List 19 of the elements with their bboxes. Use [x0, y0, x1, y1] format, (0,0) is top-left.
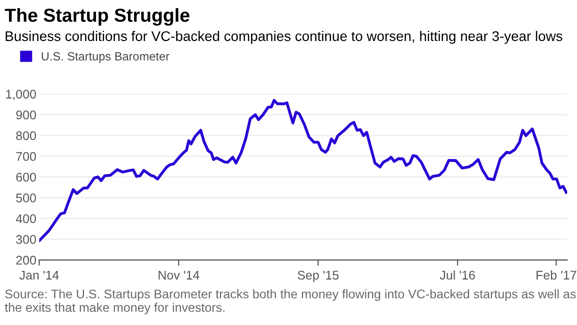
- y-tick-label: 400: [16, 214, 36, 224]
- x-tick-label: Jan '14: [19, 270, 59, 280]
- y-tick-label: 900: [16, 110, 36, 120]
- y-tick-label: 1,000: [6, 90, 36, 100]
- y-tick-label: 500: [16, 194, 36, 202]
- source-note: Source: The U.S. Startups Barometer tracks both the money flowing into VC-backed startups as well as the exits that make money for investors.: [4, 289, 576, 314]
- y-tick-label: 200: [16, 256, 36, 265]
- y-tick-label: 800: [16, 131, 36, 140]
- legend-label: U.S. Startups Barometer: [42, 52, 170, 63]
- y-tick-label: 700: [16, 152, 36, 161]
- chart-title: The Startup Struggle: [4, 8, 190, 26]
- line-series: [39, 98, 568, 242]
- x-tick-label: Nov '14: [158, 270, 200, 280]
- chart-subtitle: Business conditions for VC-backed companies continue to worsen, hitting near 3-year lows: [6, 30, 562, 44]
- x-tick-label: Sep '15: [298, 270, 339, 282]
- x-tick-label: Feb '17: [536, 270, 576, 280]
- y-tick-label: 300: [16, 235, 36, 244]
- y-tick-label: 600: [16, 172, 36, 182]
- x-tick-label: Jul '16: [440, 270, 475, 280]
